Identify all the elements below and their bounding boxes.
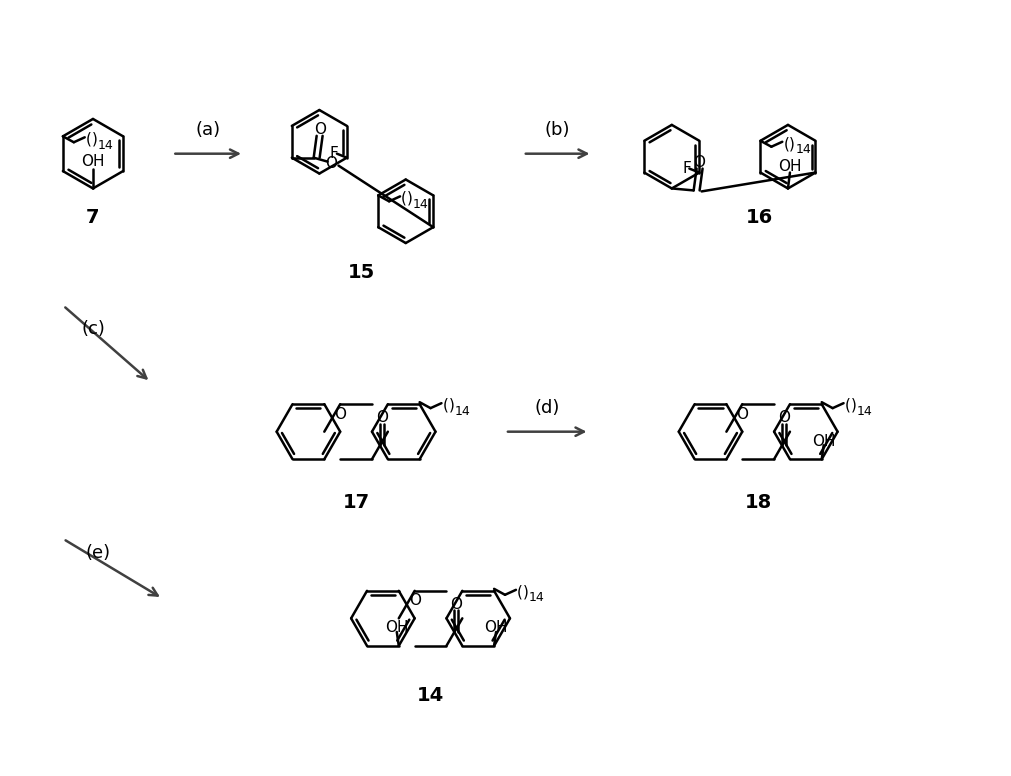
Text: 17: 17 xyxy=(342,494,369,512)
Text: OH: OH xyxy=(811,434,835,449)
Text: ): ) xyxy=(448,397,454,413)
Text: 15: 15 xyxy=(347,263,374,282)
Text: O: O xyxy=(450,597,462,611)
Text: (: ( xyxy=(844,397,849,413)
Text: O: O xyxy=(408,594,421,608)
Text: O: O xyxy=(777,411,790,425)
Text: 7: 7 xyxy=(86,208,100,227)
Text: 16: 16 xyxy=(745,208,772,227)
Text: 18: 18 xyxy=(744,494,771,512)
Text: (: ( xyxy=(517,584,523,599)
Text: F: F xyxy=(681,161,691,176)
Text: (d): (d) xyxy=(534,399,559,417)
Text: O: O xyxy=(313,123,326,137)
Text: 14: 14 xyxy=(795,144,810,156)
Text: O: O xyxy=(375,411,387,425)
Text: (e): (e) xyxy=(85,544,110,562)
Text: (: ( xyxy=(400,191,406,206)
Text: 14: 14 xyxy=(529,591,544,605)
Text: OH: OH xyxy=(777,159,801,174)
Text: 14: 14 xyxy=(417,686,444,705)
Text: O: O xyxy=(693,155,705,170)
Text: ): ) xyxy=(789,137,795,151)
Text: OH: OH xyxy=(484,621,508,636)
Text: 14: 14 xyxy=(412,198,429,211)
Text: 14: 14 xyxy=(97,139,113,152)
Text: ): ) xyxy=(523,584,528,599)
Text: 14: 14 xyxy=(454,404,470,417)
Text: (a): (a) xyxy=(195,121,220,139)
Text: O: O xyxy=(736,407,747,421)
Text: (: ( xyxy=(442,397,448,413)
Text: ): ) xyxy=(92,132,97,147)
Text: (: ( xyxy=(783,137,789,151)
Text: F: F xyxy=(330,146,338,161)
Text: (b): (b) xyxy=(544,121,570,139)
Text: OH: OH xyxy=(81,154,104,169)
Text: OH: OH xyxy=(384,621,408,636)
Text: (: ( xyxy=(86,132,92,147)
Text: ): ) xyxy=(406,191,412,206)
Text: O: O xyxy=(326,156,338,171)
Text: (c): (c) xyxy=(81,320,105,338)
Text: 14: 14 xyxy=(855,404,871,417)
Text: ): ) xyxy=(849,397,855,413)
Text: O: O xyxy=(334,407,346,421)
